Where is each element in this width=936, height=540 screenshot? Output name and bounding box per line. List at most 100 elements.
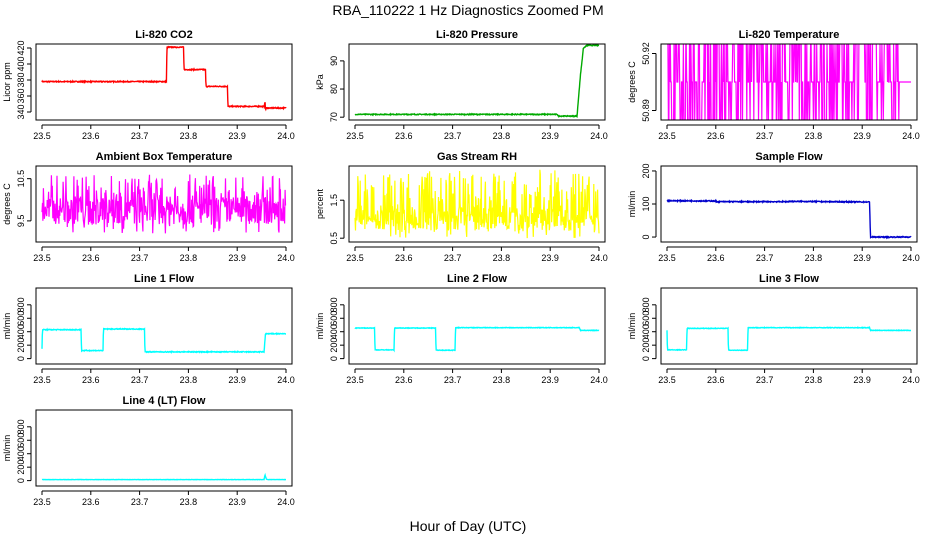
chart-panel: Gas Stream RH percent 23.5 23.6 23.7 23.8 23.9… <box>315 151 608 263</box>
x-tick-label: 23.9 <box>853 131 871 141</box>
x-tick-label: 24.0 <box>590 253 608 263</box>
data-layer <box>41 174 287 234</box>
y-tick-label: 0 <box>16 478 26 483</box>
x-tick-label: 24.0 <box>902 375 920 385</box>
x-tick-label: 23.8 <box>805 131 823 141</box>
chart-title: Ambient Box Temperature <box>96 151 233 163</box>
x-tick-label: 24.0 <box>590 375 608 385</box>
chart-title: Line 1 Flow <box>134 273 194 285</box>
x-tick-label: 23.5 <box>346 375 364 385</box>
y-tick-label: 360 <box>16 88 26 103</box>
x-tick-label: 23.8 <box>805 253 823 263</box>
chart-panel: Ambient Box Temperature degrees C 23.5 23.6… <box>2 151 295 263</box>
y-tick-label: 200 <box>641 163 651 178</box>
x-tick-label: 24.0 <box>277 497 295 507</box>
x-tick-label: 23.7 <box>444 253 462 263</box>
x-tick-label: 23.5 <box>33 253 51 263</box>
data-layer <box>666 325 911 352</box>
x-tick-label: 23.5 <box>346 131 364 141</box>
data-layer <box>354 44 600 119</box>
x-tick-label: 23.6 <box>395 253 413 263</box>
plot-frame <box>660 165 918 243</box>
x-tick-label: 23.6 <box>707 375 725 385</box>
y-tick-label: 200 <box>16 460 26 475</box>
x-tick-label: 23.9 <box>853 375 871 385</box>
x-tick-label: 23.7 <box>131 253 149 263</box>
series-line <box>354 169 600 239</box>
y-tick-label: 200 <box>641 338 651 353</box>
x-tick-label: 23.5 <box>658 131 676 141</box>
plot-frame <box>35 409 293 487</box>
y-tick-label: 9.5 <box>16 215 26 228</box>
y-axis-label: degrees C <box>2 183 12 225</box>
y-tick-label: 420 <box>16 40 26 55</box>
x-tick-label: 23.7 <box>756 375 774 385</box>
x-tick-label: 23.7 <box>444 131 462 141</box>
y-axis-label: percent <box>315 188 325 219</box>
x-tick-label: 23.5 <box>33 131 51 141</box>
x-tick-label: 23.7 <box>756 253 774 263</box>
x-tick-label: 23.7 <box>131 375 149 385</box>
x-tick-label: 23.8 <box>805 375 823 385</box>
x-tick-label: 23.7 <box>131 131 149 141</box>
y-axis-label: ml/min <box>627 191 637 218</box>
data-layer <box>41 45 287 112</box>
x-tick-label: 24.0 <box>590 131 608 141</box>
x-tick-label: 23.8 <box>180 375 198 385</box>
y-tick-label: 400 <box>329 324 339 339</box>
series-line <box>41 327 287 354</box>
x-tick-label: 23.5 <box>658 375 676 385</box>
chart-title: Line 3 Flow <box>759 273 819 285</box>
y-tick-label: 400 <box>16 56 26 71</box>
series-line <box>41 45 287 112</box>
x-tick-label: 23.6 <box>395 131 413 141</box>
x-tick-label: 23.8 <box>493 253 511 263</box>
x-tick-label: 23.9 <box>541 131 559 141</box>
y-tick-label: 0.5 <box>329 232 339 245</box>
y-tick-label: 80 <box>329 84 339 94</box>
plot-frame <box>348 287 606 365</box>
y-tick-label: 90 <box>329 56 339 66</box>
chart-title: Gas Stream RH <box>437 151 517 163</box>
chart-panel: Li-820 Temperature degrees C 23.5 23.6 23.7 2… <box>627 29 920 141</box>
y-tick-label: 0 <box>641 356 651 361</box>
y-axis-label: degrees C <box>627 61 637 103</box>
y-axis-label: ml/min <box>2 435 12 462</box>
y-tick-label: 800 <box>329 297 339 312</box>
x-tick-label: 23.9 <box>228 253 246 263</box>
chart-panel: Line 1 Flow ml/min 23.5 23.6 23.7 23.8 23.9 24.… <box>2 273 295 385</box>
plot-frame <box>660 43 918 121</box>
y-tick-label: 100 <box>641 196 651 211</box>
y-axis-label: ml/min <box>315 313 325 340</box>
chart-panel: Li-820 Pressure kPa 23.5 23.6 23.7 23.8 23.9 24… <box>315 29 608 141</box>
data-layer <box>41 472 287 481</box>
chart-title: Li-820 Temperature <box>739 29 840 41</box>
x-tick-label: 23.7 <box>444 375 462 385</box>
chart-panel: Line 4 (LT) Flow ml/min 23.5 23.6 23.7 23.8 23… <box>2 395 295 507</box>
x-tick-label: 23.9 <box>541 253 559 263</box>
y-tick-label: 800 <box>641 297 651 312</box>
plot-frame <box>35 43 293 121</box>
x-tick-label: 23.6 <box>707 131 725 141</box>
chart-title: Line 4 (LT) Flow <box>123 395 206 407</box>
x-tick-label: 23.8 <box>180 131 198 141</box>
x-tick-label: 23.8 <box>180 253 198 263</box>
plot-frame <box>35 287 293 365</box>
x-tick-label: 23.8 <box>180 497 198 507</box>
data-layer <box>667 44 911 120</box>
y-tick-label: 380 <box>16 72 26 87</box>
series-line <box>41 472 287 481</box>
x-tick-label: 23.7 <box>131 497 149 507</box>
x-tick-label: 23.5 <box>346 253 364 263</box>
y-tick-label: 10.5 <box>16 170 26 188</box>
data-layer <box>354 169 600 239</box>
plot-frame <box>348 43 606 121</box>
x-tick-label: 23.7 <box>756 131 774 141</box>
y-axis-label: ml/min <box>2 313 12 340</box>
x-tick-label: 23.5 <box>658 253 676 263</box>
y-tick-label: 0 <box>329 356 339 361</box>
y-tick-label: 400 <box>641 324 651 339</box>
chart-panel: Line 2 Flow ml/min 23.5 23.6 23.7 23.8 23.9 24.… <box>315 273 608 385</box>
y-tick-label: 600 <box>641 311 651 326</box>
